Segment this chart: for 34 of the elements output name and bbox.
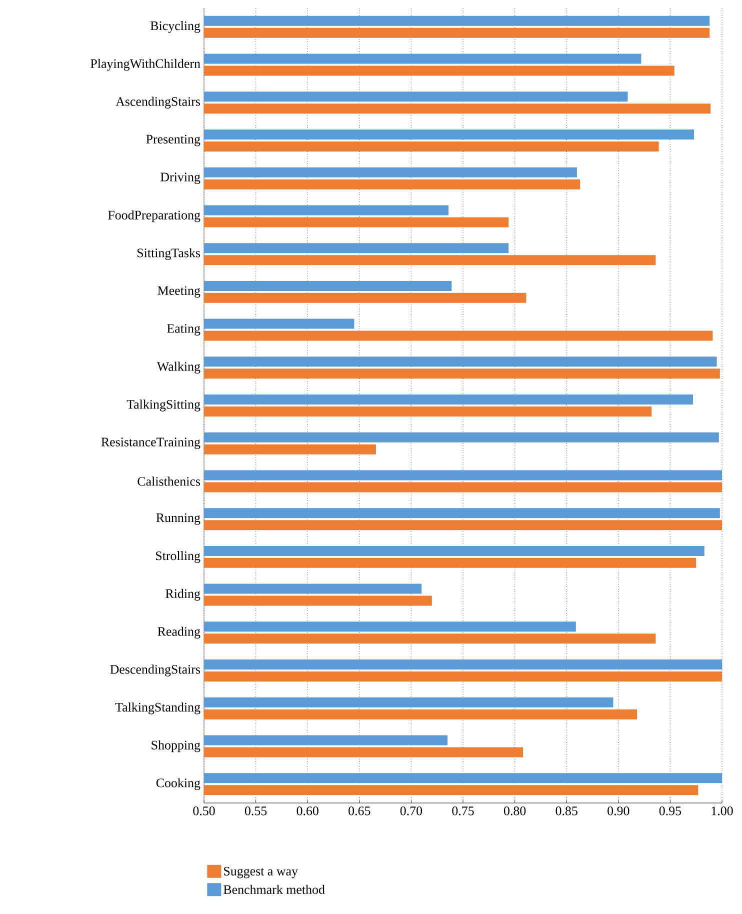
- y-tick-label: Bicycling: [150, 21, 200, 33]
- x-tick-label: 0.70: [400, 806, 422, 816]
- y-tick-label: TalkingSitting: [126, 400, 200, 412]
- y-tick-label: DescendingStairs: [110, 664, 200, 676]
- x-tick-label: 1.00: [712, 806, 733, 816]
- x-tick-label: 0.80: [504, 806, 526, 816]
- x-tick-label: 0.65: [348, 806, 370, 816]
- legend-label: Benchmark method: [224, 884, 325, 894]
- y-tick-label: AscendingStairs: [116, 96, 200, 109]
- y-tick-label: Cooking: [156, 778, 200, 790]
- y-tick-label: Eating: [167, 324, 200, 336]
- y-tick-label: Shopping: [152, 740, 200, 752]
- y-tick-label: Presenting: [146, 134, 200, 146]
- x-tick-label: 0.50: [193, 806, 215, 816]
- x-tick-label: 0.85: [556, 806, 578, 816]
- y-tick-label: Riding: [166, 588, 200, 601]
- y-tick-label: Reading: [158, 626, 200, 639]
- x-tick-label: 0.75: [452, 806, 474, 816]
- y-tick-label: Running: [156, 513, 200, 525]
- y-tick-label: TalkingStanding: [115, 702, 200, 714]
- x-tick-label: 0.95: [659, 806, 682, 816]
- y-tick-label: Driving: [160, 172, 200, 184]
- y-tick-label: FoodPreparationg: [108, 210, 200, 222]
- y-tick-label: Calisthenics: [138, 476, 200, 486]
- y-tick-label: PlayingWithChildern: [90, 58, 200, 71]
- y-tick-label: ResistanceTraining: [101, 438, 200, 450]
- y-tick-label: Meeting: [158, 286, 200, 298]
- y-tick-label: Strolling: [156, 551, 200, 563]
- y-tick-label: SittingTasks: [137, 248, 200, 260]
- y-tick-label: Walking: [156, 362, 200, 374]
- x-tick-label: 0.55: [244, 806, 267, 816]
- x-tick-label: 0.60: [296, 806, 318, 816]
- x-tick-label: 0.90: [608, 806, 630, 816]
- legend-label: Suggest a way: [224, 866, 298, 878]
